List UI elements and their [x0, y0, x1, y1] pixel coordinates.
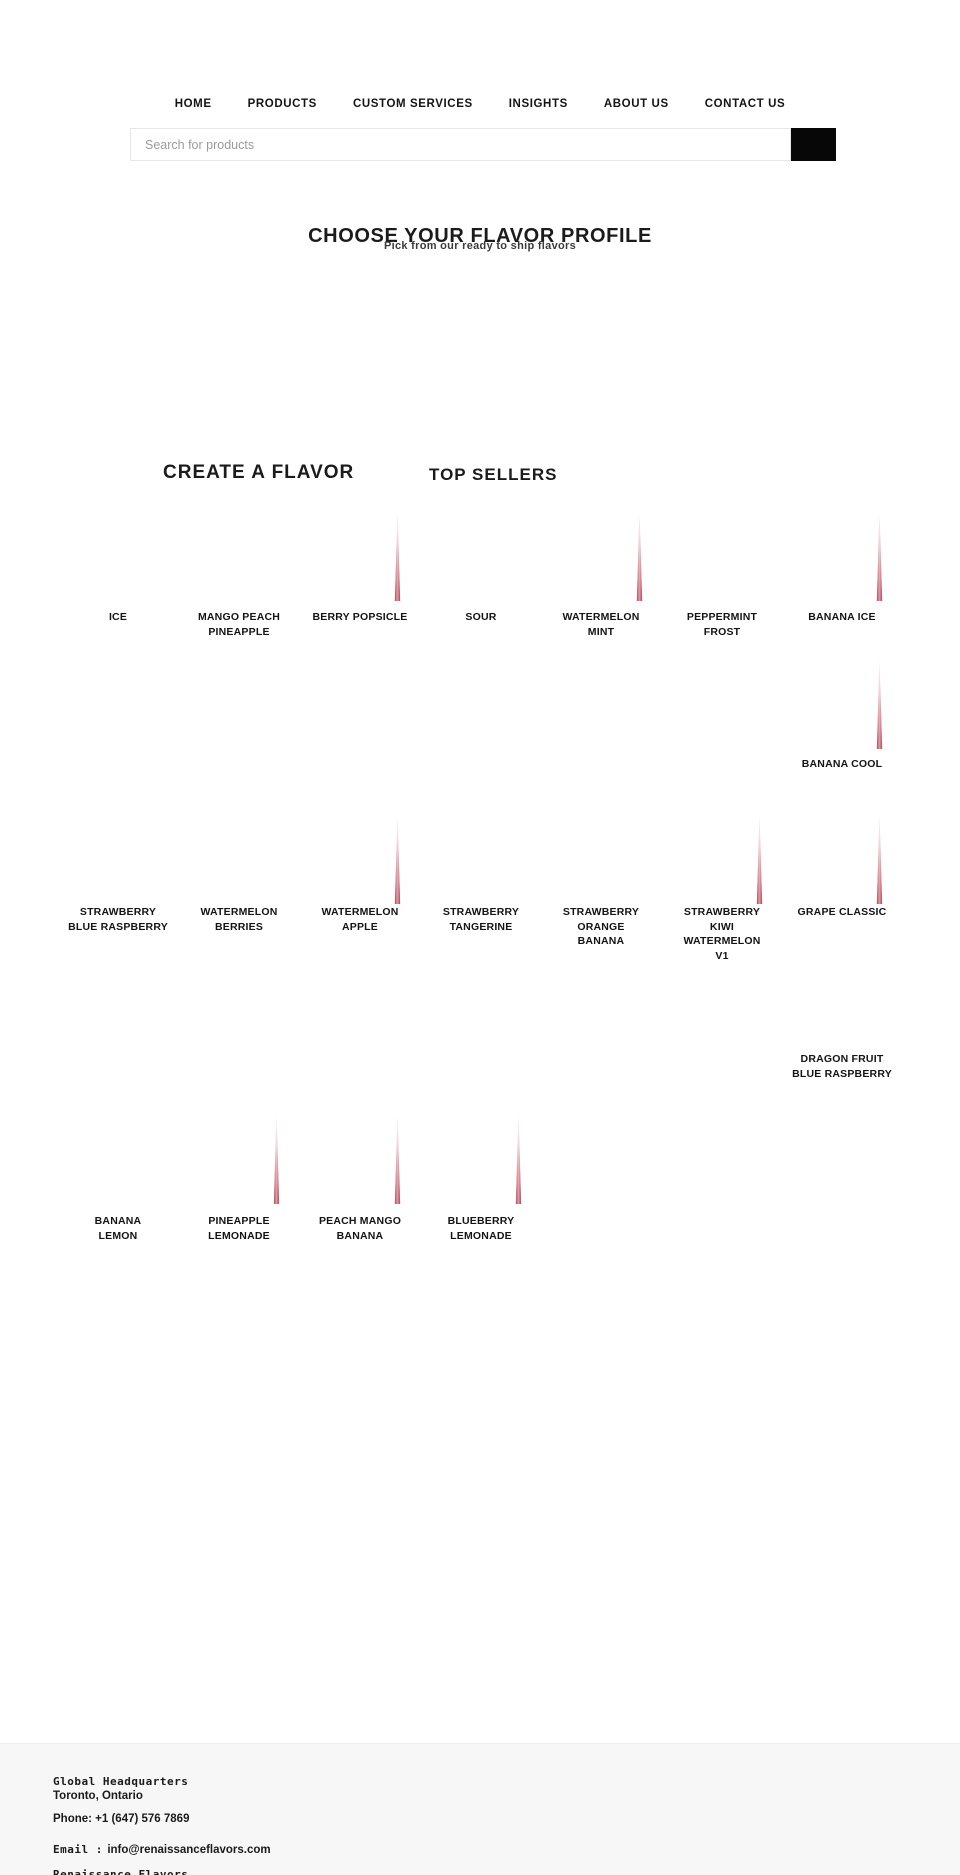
footer-email-label: Email : — [53, 1843, 103, 1856]
product-card[interactable]: PEACH MANGO BANANA — [310, 1214, 410, 1243]
product-label: MANGO PEACH PINEAPPLE — [197, 611, 281, 638]
product-image-pineapple-lemonade — [273, 1114, 280, 1204]
product-image-banana-cool — [876, 659, 883, 749]
product-label: BLUEBERRY LEMONADE — [447, 1215, 515, 1242]
product-label: GRAPE CLASSIC — [797, 906, 887, 918]
create-a-flavor-heading: CREATE A FLAVOR — [163, 461, 355, 483]
product-card[interactable]: GRAPE CLASSIC — [792, 905, 892, 920]
nav-item-home[interactable]: HOME — [174, 98, 212, 110]
product-card[interactable]: WATERMELON APPLE — [310, 905, 410, 934]
footer-hq-label: Global Headquarters — [53, 1775, 189, 1788]
product-label: DRAGON FRUIT BLUE RASPBERRY — [792, 1053, 892, 1080]
product-card[interactable]: BANANA ICE — [792, 610, 892, 625]
product-label: BANANA COOL — [801, 758, 883, 770]
footer-cutoff-text: Renaissance Flavors — [53, 1868, 189, 1875]
product-card[interactable]: BANANA COOL — [792, 757, 892, 772]
product-label: WATERMELON APPLE — [321, 906, 399, 933]
footer: Global Headquarters Toronto, Ontario Pho… — [0, 1743, 960, 1875]
product-card[interactable]: BLUEBERRY LEMONADE — [431, 1214, 531, 1243]
product-label: WATERMELON MINT — [562, 611, 640, 638]
product-image-watermelon-mint — [636, 511, 643, 601]
product-label: STRAWBERRY BLUE RASPBERRY — [68, 906, 168, 933]
search-bar — [130, 128, 836, 161]
footer-email-link[interactable]: info@renaissanceflavors.com — [107, 1844, 271, 1856]
product-label: BANANA LEMON — [94, 1215, 142, 1242]
nav-item-custom-services[interactable]: CUSTOM SERVICES — [352, 98, 473, 110]
product-label: WATERMELON BERRIES — [200, 906, 278, 933]
product-label: ICE — [108, 611, 128, 623]
product-card[interactable]: STRAWBERRY ORANGE BANANA — [551, 905, 651, 949]
product-card[interactable]: STRAWBERRY TANGERINE — [431, 905, 531, 934]
product-image-grape-classic — [876, 814, 883, 904]
product-image-blueberry-lemonade — [515, 1114, 522, 1204]
product-card[interactable]: BANANA LEMON — [68, 1214, 168, 1243]
product-label: STRAWBERRY ORANGE BANANA — [562, 906, 640, 947]
product-label: PEPPERMINT FROST — [686, 611, 758, 638]
product-label: STRAWBERRY KIWI WATERMELON V1 — [683, 906, 761, 962]
nav-item-about-us[interactable]: ABOUT US — [603, 98, 669, 110]
product-image-strawberry-kiwi-watermelon — [756, 814, 763, 904]
nav-item-products[interactable]: PRODUCTS — [247, 98, 317, 110]
product-card[interactable]: MANGO PEACH PINEAPPLE — [189, 610, 289, 639]
product-card[interactable]: WATERMELON BERRIES — [189, 905, 289, 934]
nav-item-insights[interactable]: INSIGHTS — [508, 98, 568, 110]
main-nav: HOME PRODUCTS CUSTOM SERVICES INSIGHTS A… — [0, 98, 960, 110]
product-card[interactable]: WATERMELON MINT — [551, 610, 651, 639]
product-card[interactable]: DRAGON FRUIT BLUE RASPBERRY — [792, 1052, 892, 1081]
product-label: BANANA ICE — [808, 611, 876, 623]
product-card[interactable]: STRAWBERRY BLUE RASPBERRY — [68, 905, 168, 934]
product-label: PINEAPPLE LEMONADE — [208, 1215, 270, 1242]
product-card[interactable]: PINEAPPLE LEMONADE — [189, 1214, 289, 1243]
search-input[interactable] — [130, 128, 791, 161]
product-card[interactable]: BERRY POPSICLE — [310, 610, 410, 625]
product-card[interactable]: STRAWBERRY KIWI WATERMELON V1 — [672, 905, 772, 963]
product-card[interactable]: ICE — [68, 610, 168, 625]
product-label: SOUR — [465, 611, 497, 623]
footer-email-line: Email : info@renaissanceflavors.com — [53, 1840, 271, 1858]
page-title: CHOOSE YOUR FLAVOR PROFILE — [308, 225, 652, 248]
page-subtitle: Pick from our ready to ship flavors — [383, 240, 577, 252]
product-label: STRAWBERRY TANGERINE — [442, 906, 520, 933]
product-card[interactable]: PEPPERMINT FROST — [672, 610, 772, 639]
footer-hq-city: Toronto, Ontario — [53, 1790, 143, 1802]
product-image-watermelon-apple — [394, 814, 401, 904]
product-label: BERRY POPSICLE — [312, 611, 408, 623]
product-image-berry-popsicle — [394, 511, 401, 601]
top-sellers-heading: TOP SELLERS — [429, 465, 558, 485]
product-card[interactable]: SOUR — [431, 610, 531, 625]
nav-item-contact-us[interactable]: CONTACT US — [704, 98, 786, 110]
product-image-peach-mango-banana — [394, 1114, 401, 1204]
footer-phone: Phone: +1 (647) 576 7869 — [53, 1813, 190, 1825]
search-button[interactable] — [791, 128, 836, 161]
product-label: PEACH MANGO BANANA — [318, 1215, 402, 1242]
product-image-banana-ice — [876, 511, 883, 601]
